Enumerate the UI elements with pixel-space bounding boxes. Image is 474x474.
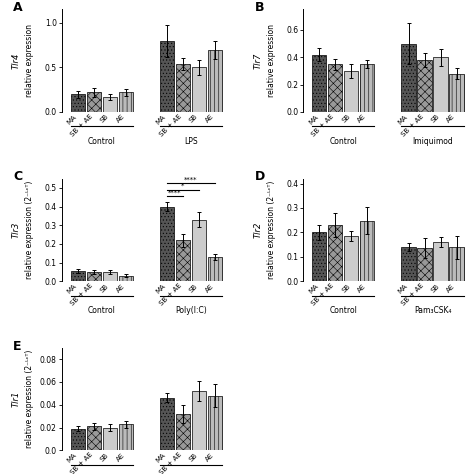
Bar (418, 60, 431, 112)
Text: Poly(I:C): Poly(I:C) (175, 306, 207, 315)
Bar (118, 424, 133, 450)
Text: relative expression (2⁻ᴸᶜᵀ): relative expression (2⁻ᴸᶜᵀ) (25, 350, 34, 448)
Text: ****: **** (168, 190, 182, 195)
Bar (401, 44, 416, 112)
Text: Control: Control (88, 137, 116, 146)
Bar (102, 272, 117, 281)
Text: Tlr4: Tlr4 (12, 53, 21, 69)
Bar (176, 240, 190, 281)
Bar (312, 232, 327, 281)
Bar (328, 64, 342, 112)
Text: LPS: LPS (184, 137, 198, 146)
Bar (449, 74, 464, 112)
Bar (208, 396, 222, 450)
Text: Control: Control (329, 137, 357, 146)
Bar (208, 257, 222, 281)
Bar (160, 398, 174, 450)
Text: *: * (181, 183, 184, 189)
Text: relative expression (2⁻ᴸᶜᵀ): relative expression (2⁻ᴸᶜᵀ) (25, 181, 34, 279)
Text: Tlr1: Tlr1 (12, 391, 21, 407)
Bar (208, 50, 222, 112)
Bar (118, 92, 133, 112)
Text: C: C (13, 171, 22, 183)
Bar (71, 271, 85, 281)
Bar (449, 247, 464, 281)
Bar (344, 71, 358, 112)
Bar (87, 272, 100, 281)
Text: Control: Control (329, 306, 357, 315)
Bar (102, 428, 117, 450)
Text: E: E (13, 339, 22, 353)
Text: relative expression: relative expression (25, 24, 34, 97)
Bar (87, 92, 100, 112)
Bar (71, 428, 85, 450)
Bar (160, 207, 174, 281)
Text: A: A (13, 1, 23, 14)
Bar (192, 219, 206, 281)
Bar (401, 247, 416, 281)
Bar (102, 97, 117, 112)
Text: Tlr7: Tlr7 (254, 53, 263, 69)
Text: Imiquimod: Imiquimod (412, 137, 453, 146)
Bar (360, 220, 374, 281)
Bar (176, 414, 190, 450)
Bar (192, 67, 206, 112)
Bar (312, 55, 327, 112)
Text: Tlr2: Tlr2 (254, 222, 263, 238)
Bar (87, 427, 100, 450)
Bar (434, 57, 447, 112)
Bar (192, 391, 206, 450)
Bar (418, 248, 431, 281)
Text: Tlr3: Tlr3 (12, 222, 21, 238)
Bar (176, 64, 190, 112)
Text: B: B (255, 1, 264, 14)
Text: Control: Control (88, 306, 116, 315)
Bar (328, 225, 342, 281)
Bar (118, 275, 133, 281)
Text: ****: **** (184, 176, 198, 182)
Text: relative expression (2⁻ᴸᶜᵀ): relative expression (2⁻ᴸᶜᵀ) (267, 181, 275, 279)
Bar (344, 236, 358, 281)
Bar (434, 242, 447, 281)
Bar (71, 94, 85, 112)
Text: Pam₃CSK₄: Pam₃CSK₄ (414, 306, 451, 315)
Text: D: D (255, 171, 265, 183)
Text: relative expression: relative expression (267, 24, 275, 97)
Bar (160, 41, 174, 112)
Bar (360, 64, 374, 112)
